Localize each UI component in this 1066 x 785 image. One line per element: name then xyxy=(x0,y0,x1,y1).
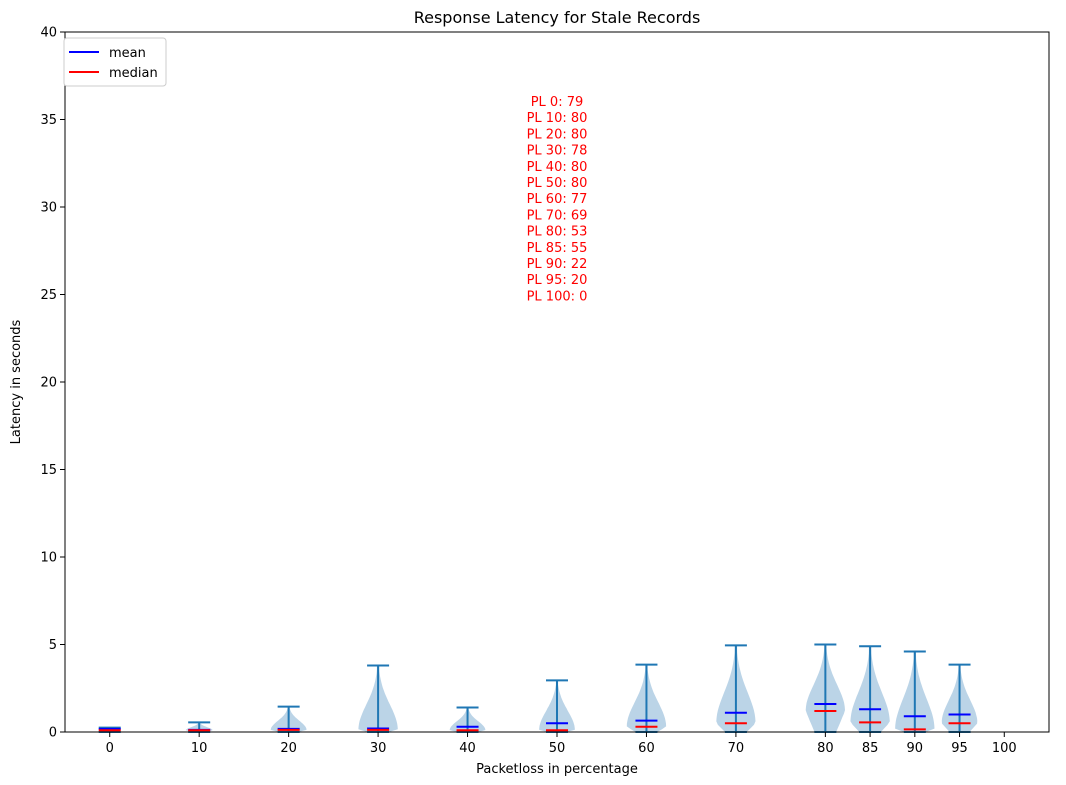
annotation-line: PL 40: 80 xyxy=(527,160,588,175)
x-tick-label-0: 0 xyxy=(106,741,114,756)
x-tick-label-100: 100 xyxy=(992,741,1017,756)
x-axis: 0 10 20 30 40 50 60 70 80 85 90 95 100 xyxy=(106,732,1017,756)
annotation-line: PL 85: 55 xyxy=(527,241,588,256)
legend: mean median xyxy=(63,37,167,87)
y-tick-label-20: 20 xyxy=(40,376,57,391)
annotation-line: PL 0: 79 xyxy=(531,95,584,110)
annotation-line: PL 30: 78 xyxy=(527,144,588,159)
x-tick-label-80: 80 xyxy=(817,741,834,756)
annotation-line: PL 90: 22 xyxy=(527,257,588,272)
y-tick-label-5: 5 xyxy=(49,638,57,653)
annotation-line: PL 80: 53 xyxy=(527,225,588,240)
legend-box xyxy=(63,37,167,87)
annotation-line: PL 95: 20 xyxy=(527,273,588,288)
legend-median-label: median xyxy=(109,66,158,81)
x-tick-label-90: 90 xyxy=(907,741,924,756)
plot-area xyxy=(98,643,978,733)
x-tick-label-85: 85 xyxy=(862,741,879,756)
x-tick-label-60: 60 xyxy=(638,741,655,756)
annotation-line: PL 70: 69 xyxy=(527,208,588,223)
x-tick-label-40: 40 xyxy=(459,741,476,756)
annotation-line: PL 50: 80 xyxy=(527,176,588,191)
y-tick-label-15: 15 xyxy=(40,463,57,478)
annotation-line: PL 20: 80 xyxy=(527,127,588,142)
annotation-line: PL 60: 77 xyxy=(527,192,588,207)
x-tick-label-10: 10 xyxy=(191,741,208,756)
y-tick-label-30: 30 xyxy=(40,201,57,216)
y-axis-label: Latency in seconds xyxy=(9,319,24,444)
chart-title: Response Latency for Stale Records xyxy=(414,8,701,27)
x-axis-label: Packetloss in percentage xyxy=(476,762,638,777)
y-tick-label-0: 0 xyxy=(49,726,57,741)
legend-mean-label: mean xyxy=(109,46,146,61)
y-tick-label-40: 40 xyxy=(40,26,57,41)
x-tick-label-20: 20 xyxy=(280,741,297,756)
y-tick-label-35: 35 xyxy=(40,113,57,128)
annotation-line: PL 100: 0 xyxy=(527,289,588,304)
y-axis: 0 5 10 15 20 25 30 35 40 xyxy=(40,26,65,741)
y-tick-label-10: 10 xyxy=(40,551,57,566)
annotation-line: PL 10: 80 xyxy=(527,111,588,126)
y-tick-label-25: 25 xyxy=(40,288,57,303)
x-tick-label-95: 95 xyxy=(951,741,968,756)
x-tick-label-70: 70 xyxy=(728,741,745,756)
x-tick-label-50: 50 xyxy=(549,741,566,756)
x-tick-label-30: 30 xyxy=(370,741,387,756)
